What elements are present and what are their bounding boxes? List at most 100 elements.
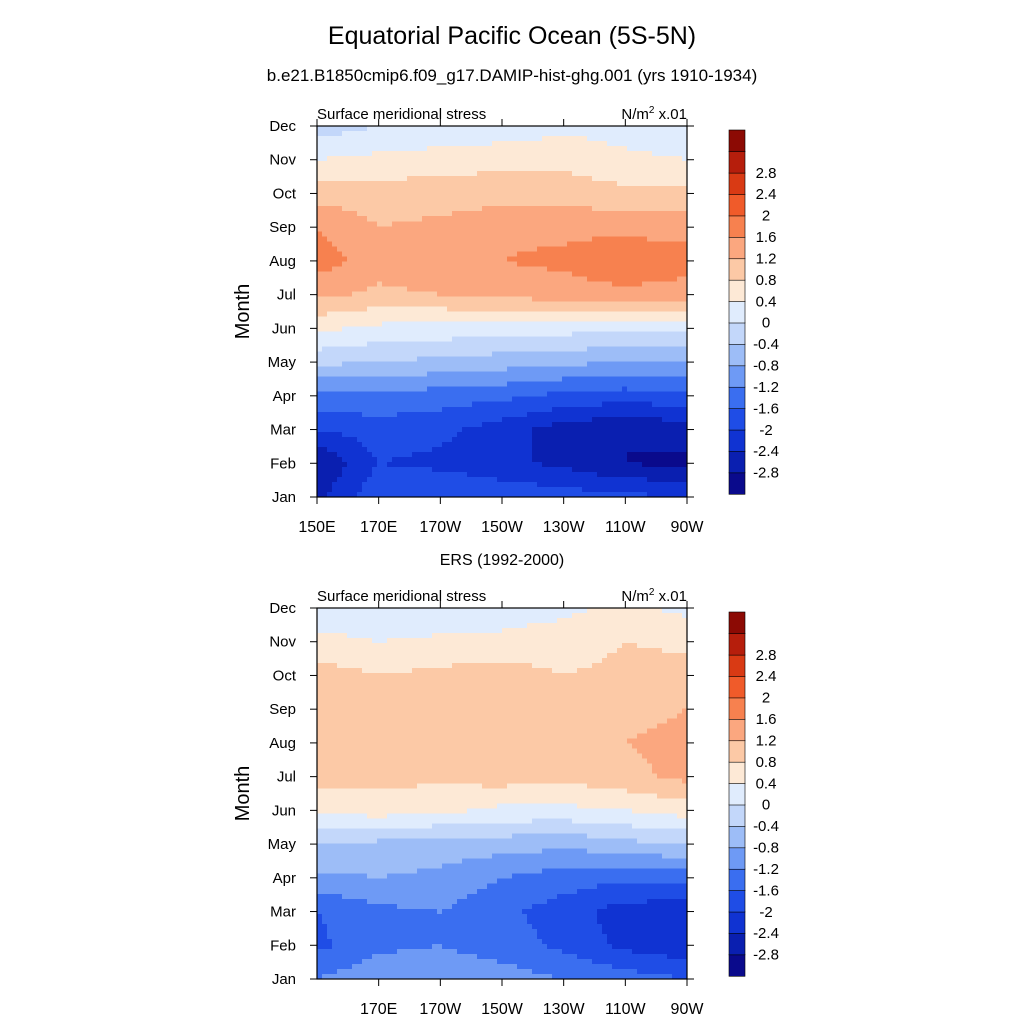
contour-cell <box>347 131 353 137</box>
contour-cell <box>457 416 463 423</box>
contour-cell <box>342 251 348 257</box>
contour-cell <box>422 411 428 418</box>
contour-cell <box>657 376 663 383</box>
contour-cell <box>667 161 673 167</box>
contour-cell <box>587 266 593 272</box>
contour-cell <box>357 441 363 448</box>
contour-cell <box>547 361 553 368</box>
contour-cell <box>452 311 458 318</box>
contour-cell <box>642 141 648 147</box>
contour-cell <box>342 151 348 157</box>
contour-cell <box>397 386 403 393</box>
contour-cell <box>457 326 463 333</box>
contour-cell <box>662 406 668 413</box>
contour-cell <box>472 436 478 443</box>
contour-cell <box>572 366 578 373</box>
contour-cell <box>322 151 328 157</box>
contour-cell <box>682 396 688 403</box>
contour-cell <box>642 386 648 393</box>
contour-cell <box>592 416 598 423</box>
contour-cell <box>372 236 378 242</box>
contour-cell <box>332 176 338 182</box>
contour-cell <box>432 131 438 137</box>
contour-cell <box>662 266 668 272</box>
contour-cell <box>442 416 448 423</box>
contour-cell <box>607 336 613 343</box>
contour-cell <box>387 236 393 242</box>
contour-cell <box>532 336 538 343</box>
contour-cell <box>382 216 388 222</box>
contour-cell <box>612 331 618 338</box>
contour-cell <box>627 181 633 187</box>
contour-cell <box>427 171 433 177</box>
contour-cell <box>607 436 613 443</box>
contour-cell <box>372 181 378 187</box>
contour-cell <box>677 356 683 363</box>
contour-cell <box>387 346 393 353</box>
contour-cell <box>337 366 343 373</box>
contour-cell <box>537 371 543 378</box>
contour-cell <box>637 246 643 252</box>
contour-cell <box>597 176 603 182</box>
contour-cell <box>602 236 608 242</box>
contour-cell <box>367 306 373 313</box>
contour-cell <box>627 216 633 222</box>
contour-cell <box>522 151 528 157</box>
contour-cell <box>462 126 468 132</box>
contour-cell <box>527 266 533 272</box>
contour-cell <box>547 256 553 262</box>
contour-cell <box>667 146 673 152</box>
contour-cell <box>522 191 528 197</box>
contour-cell <box>617 356 623 363</box>
contour-cell <box>532 291 538 298</box>
contour-cell <box>622 421 628 428</box>
contour-cell <box>597 446 603 453</box>
contour-cell <box>357 361 363 368</box>
contour-cell <box>372 171 378 177</box>
contour-cell <box>522 411 528 418</box>
contour-cell <box>542 306 548 313</box>
contour-cell <box>502 156 508 162</box>
contour-cell <box>662 206 668 212</box>
contour-cell <box>667 141 673 147</box>
contour-cell <box>582 336 588 343</box>
contour-cell <box>402 296 408 303</box>
contour-cell <box>512 201 518 207</box>
contour-cell <box>527 256 533 262</box>
contour-cell <box>502 256 508 262</box>
contour-cell <box>387 126 393 132</box>
contour-cell <box>332 391 338 398</box>
contour-cell <box>512 271 518 277</box>
contour-cell <box>647 371 653 378</box>
contour-cell <box>617 211 623 217</box>
contour-cell <box>367 256 373 262</box>
contour-cell <box>577 281 583 288</box>
contour-cell <box>517 266 523 272</box>
contour-cell <box>467 211 473 217</box>
contour-cell <box>367 311 373 318</box>
contour-cell <box>457 131 463 137</box>
contour-cell <box>387 201 393 207</box>
contour-cell <box>502 396 508 403</box>
contour-cell <box>362 126 368 132</box>
contour-cell <box>342 366 348 373</box>
contour-cell <box>347 386 353 393</box>
contour-cell <box>377 206 383 212</box>
contour-cell <box>342 211 348 217</box>
contour-cell <box>422 176 428 182</box>
contour-cell <box>427 151 433 157</box>
contour-cell <box>582 216 588 222</box>
contour-cell <box>497 296 503 303</box>
contour-cell <box>517 386 523 393</box>
contour-cell <box>382 381 388 388</box>
contour-cell <box>642 126 648 132</box>
contour-cell <box>317 281 323 288</box>
contour-cell <box>522 126 528 132</box>
contour-cell <box>342 456 348 463</box>
contour-cell <box>542 206 548 212</box>
contour-cell <box>342 306 348 313</box>
contour-cell <box>622 361 628 368</box>
contour-cell <box>512 396 518 403</box>
contour-cell <box>347 166 353 172</box>
contour-cell <box>647 341 653 348</box>
